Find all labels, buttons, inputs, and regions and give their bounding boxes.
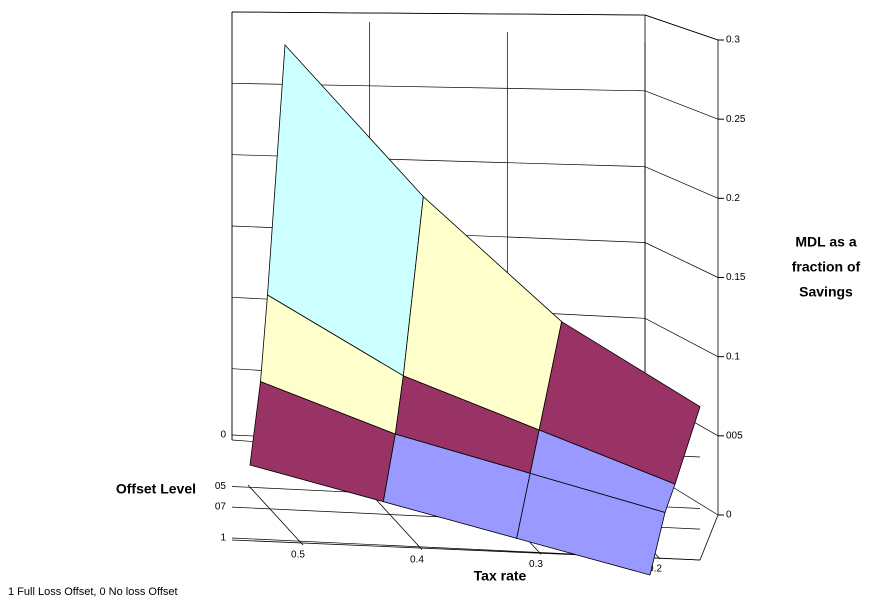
grid-line	[644, 318, 719, 357]
y-axis-label: Offset Level	[116, 481, 196, 497]
surface-cell	[516, 472, 666, 576]
z-axis-label: fraction of	[792, 259, 861, 275]
z-tick-label: 005	[726, 430, 743, 441]
y-tick-label: 1	[220, 533, 226, 544]
x-tick-label: 0.4	[410, 554, 424, 565]
z-tick-label: 0.3	[726, 35, 740, 46]
z-axis-label: MDL as a	[795, 234, 856, 250]
z-tick-label: 0.1	[726, 351, 740, 362]
z-tick-label: 0.15	[726, 272, 746, 283]
z-tick-label: 0.25	[726, 114, 746, 125]
x-tick	[247, 484, 304, 546]
y-tick-label: 0	[220, 430, 226, 441]
grid-line	[644, 166, 719, 199]
grid-line	[644, 242, 719, 278]
x-tick-label: 0.3	[529, 559, 543, 570]
grid-line	[644, 14, 719, 41]
z-axis-label: Savings	[799, 284, 853, 300]
x-tick-label: 0.2	[648, 564, 662, 575]
footnote: 1 Full Loss Offset, 0 No loss Offset	[8, 586, 178, 598]
x-tick-label: 0.5	[291, 550, 305, 561]
z-tick-label: 0.2	[726, 193, 740, 204]
grid-line	[231, 11, 646, 16]
floor-edge	[699, 514, 719, 561]
y-tick-label: 05	[215, 481, 227, 492]
grid-line	[644, 90, 719, 120]
x-axis-label: Tax rate	[474, 568, 527, 584]
y-tick-label: 07	[215, 502, 227, 513]
z-tick-label: 0	[726, 510, 732, 521]
